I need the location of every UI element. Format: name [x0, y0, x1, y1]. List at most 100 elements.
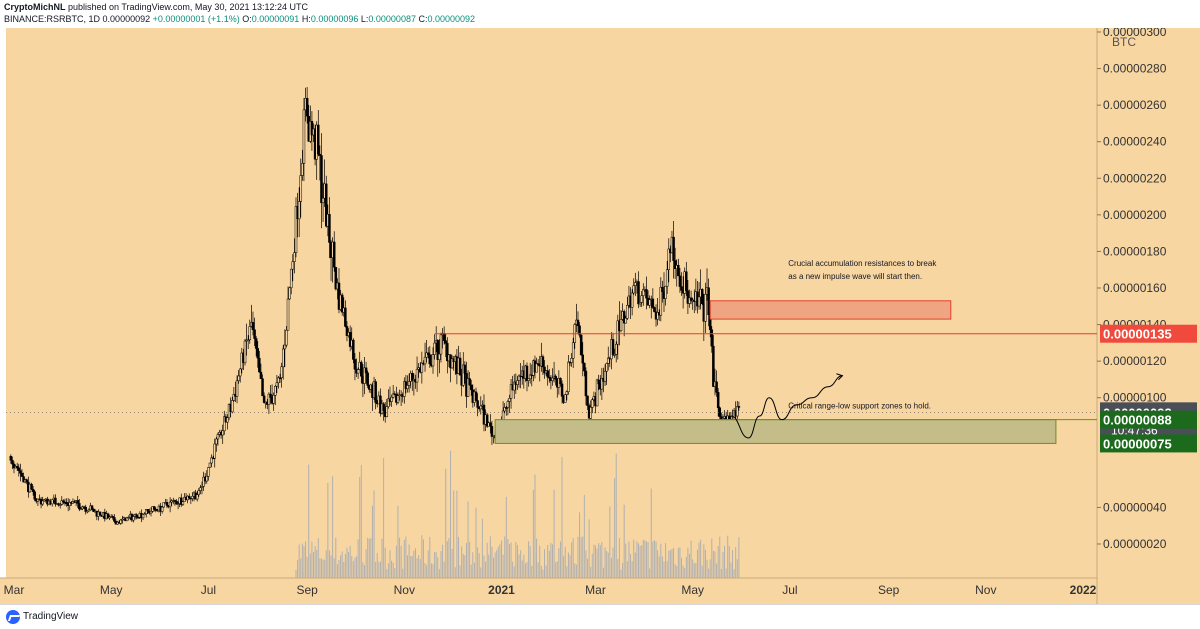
price-tick-label: 0.00000100	[1103, 391, 1167, 405]
price-tick-label: 0.00000240	[1103, 135, 1167, 149]
candle	[686, 290, 690, 304]
close-value: 0.00000092	[427, 14, 476, 24]
volume-bar	[322, 559, 324, 578]
volume-bar	[625, 543, 627, 578]
volume-bar	[399, 537, 401, 578]
volume-bar	[639, 545, 641, 578]
candle	[626, 304, 629, 319]
volume-bar	[311, 541, 313, 578]
candle	[423, 356, 427, 365]
time-tick-label: Mar	[4, 583, 25, 597]
volume-bar	[719, 536, 721, 578]
candle	[619, 319, 623, 332]
change-value: +0.00000001 (+1.1%)	[152, 14, 240, 24]
resistance-zone[interactable]	[709, 300, 952, 320]
volume-bar	[470, 564, 472, 578]
candle	[431, 354, 435, 367]
price-tick-label: 0.00000120	[1103, 354, 1167, 368]
candle	[113, 517, 116, 522]
volume-bar	[614, 478, 616, 578]
candle	[411, 373, 414, 381]
volume-bar	[577, 536, 579, 578]
volume-bar	[430, 563, 432, 578]
candle	[712, 345, 715, 387]
volume-bar	[626, 561, 628, 578]
volume-bar	[335, 537, 337, 578]
time-tick-label: May	[100, 583, 123, 597]
high-value: 0.00000096	[310, 14, 359, 24]
volume-bar	[652, 541, 654, 578]
volume-bar	[630, 553, 632, 578]
volume-bar	[569, 555, 571, 578]
candle	[396, 395, 400, 403]
candle	[611, 339, 615, 355]
volume-bar	[454, 567, 456, 578]
volume-bar	[453, 490, 455, 578]
candle	[565, 391, 569, 395]
time-tick-label: May	[681, 583, 704, 597]
volume-bar	[690, 540, 692, 578]
volume-bar	[363, 564, 365, 578]
projection-arrow	[836, 373, 844, 381]
candle	[9, 455, 13, 461]
volume-bar	[602, 567, 604, 578]
volume-bar	[391, 560, 393, 578]
candle	[659, 286, 663, 316]
candle	[407, 381, 411, 386]
candle	[202, 476, 205, 487]
volume-bar	[446, 541, 448, 578]
volume-bar	[550, 542, 552, 578]
volume-bar	[698, 542, 700, 578]
symbol-label[interactable]: BINANCE:RSRBTC, 1D	[4, 14, 101, 24]
volume-bar	[437, 557, 439, 578]
price-tick-label: 0.00000020	[1103, 537, 1167, 551]
candle	[180, 497, 183, 505]
support-zone[interactable]	[494, 419, 1057, 444]
volume-bar	[606, 550, 608, 578]
candle	[258, 357, 261, 373]
volume-bar	[354, 557, 356, 578]
volume-bar	[464, 555, 466, 578]
volume-bar	[712, 550, 714, 578]
volume-bar	[609, 506, 611, 578]
volume-bar	[706, 559, 708, 578]
volume-bar	[649, 568, 651, 578]
time-scale[interactable]	[0, 578, 1097, 604]
price-tick-label: 0.00000200	[1103, 208, 1167, 222]
volume-bar	[450, 450, 452, 578]
volume-bar	[416, 558, 418, 578]
price-scale[interactable]	[1097, 28, 1200, 604]
volume-bar	[376, 552, 378, 578]
volume-bar	[375, 561, 377, 578]
volume-bar	[687, 547, 689, 578]
candle	[737, 406, 741, 408]
publisher-name[interactable]: CryptoMichNL	[4, 2, 66, 12]
candle	[479, 405, 483, 410]
candle	[689, 297, 693, 301]
candle	[450, 358, 454, 369]
volume-bar	[365, 549, 367, 578]
volume-bar	[438, 569, 440, 578]
tradingview-logo-icon[interactable]	[6, 610, 20, 624]
candle	[736, 406, 739, 417]
candle	[462, 364, 465, 386]
candle	[235, 380, 239, 397]
candle	[630, 292, 634, 308]
projection-path[interactable]	[730, 375, 843, 439]
candle	[65, 502, 68, 505]
candle	[426, 352, 430, 355]
candle	[208, 462, 212, 468]
volume-bar	[386, 569, 388, 578]
volume-bar	[473, 562, 475, 578]
candle	[352, 339, 355, 360]
candle	[715, 381, 718, 393]
candle	[664, 285, 667, 299]
candle	[597, 379, 600, 385]
volume-bar	[325, 550, 327, 578]
volume-bar	[553, 489, 555, 578]
volume-bar	[440, 551, 442, 578]
candle	[286, 298, 290, 331]
price-chart[interactable]: Crucial accumulation resistances to brea…	[0, 28, 1200, 604]
volume-bar	[709, 559, 711, 578]
candle	[12, 463, 16, 469]
